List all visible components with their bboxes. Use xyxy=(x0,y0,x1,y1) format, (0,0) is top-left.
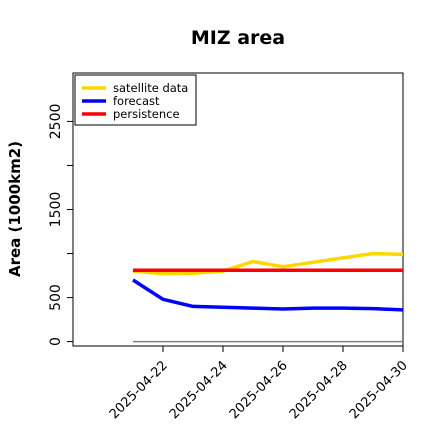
x-axis: 2025-04-222025-04-242025-04-262025-04-28… xyxy=(107,346,411,422)
x-tick-label: 2025-04-30 xyxy=(347,358,411,422)
y-tick-label: 0 xyxy=(48,337,64,346)
series-line-forecast xyxy=(132,278,404,312)
x-tick-label: 2025-04-24 xyxy=(167,358,231,422)
y-tick-label: 1500 xyxy=(48,192,64,228)
y-axis-label: Area (1000km2) xyxy=(6,141,24,277)
x-tick-label: 2025-04-22 xyxy=(107,358,171,422)
y-tick-label: 2500 xyxy=(48,104,64,140)
y-tick-label: 500 xyxy=(48,284,64,311)
x-tick-label: 2025-04-26 xyxy=(227,358,291,422)
legend-label-persistence: persistence xyxy=(113,107,180,121)
x-tick-label: 2025-04-28 xyxy=(287,358,351,422)
series-layer xyxy=(132,251,404,312)
series-line-satellite-data xyxy=(132,251,404,276)
y-axis: 0 500 1500 2500 xyxy=(48,104,73,346)
legend-label-satellite-data: satellite data xyxy=(113,81,188,95)
legend: satellite data forecast persistence xyxy=(74,74,197,126)
chart-title: MIZ area xyxy=(191,27,285,49)
legend-label-forecast: forecast xyxy=(113,94,160,108)
